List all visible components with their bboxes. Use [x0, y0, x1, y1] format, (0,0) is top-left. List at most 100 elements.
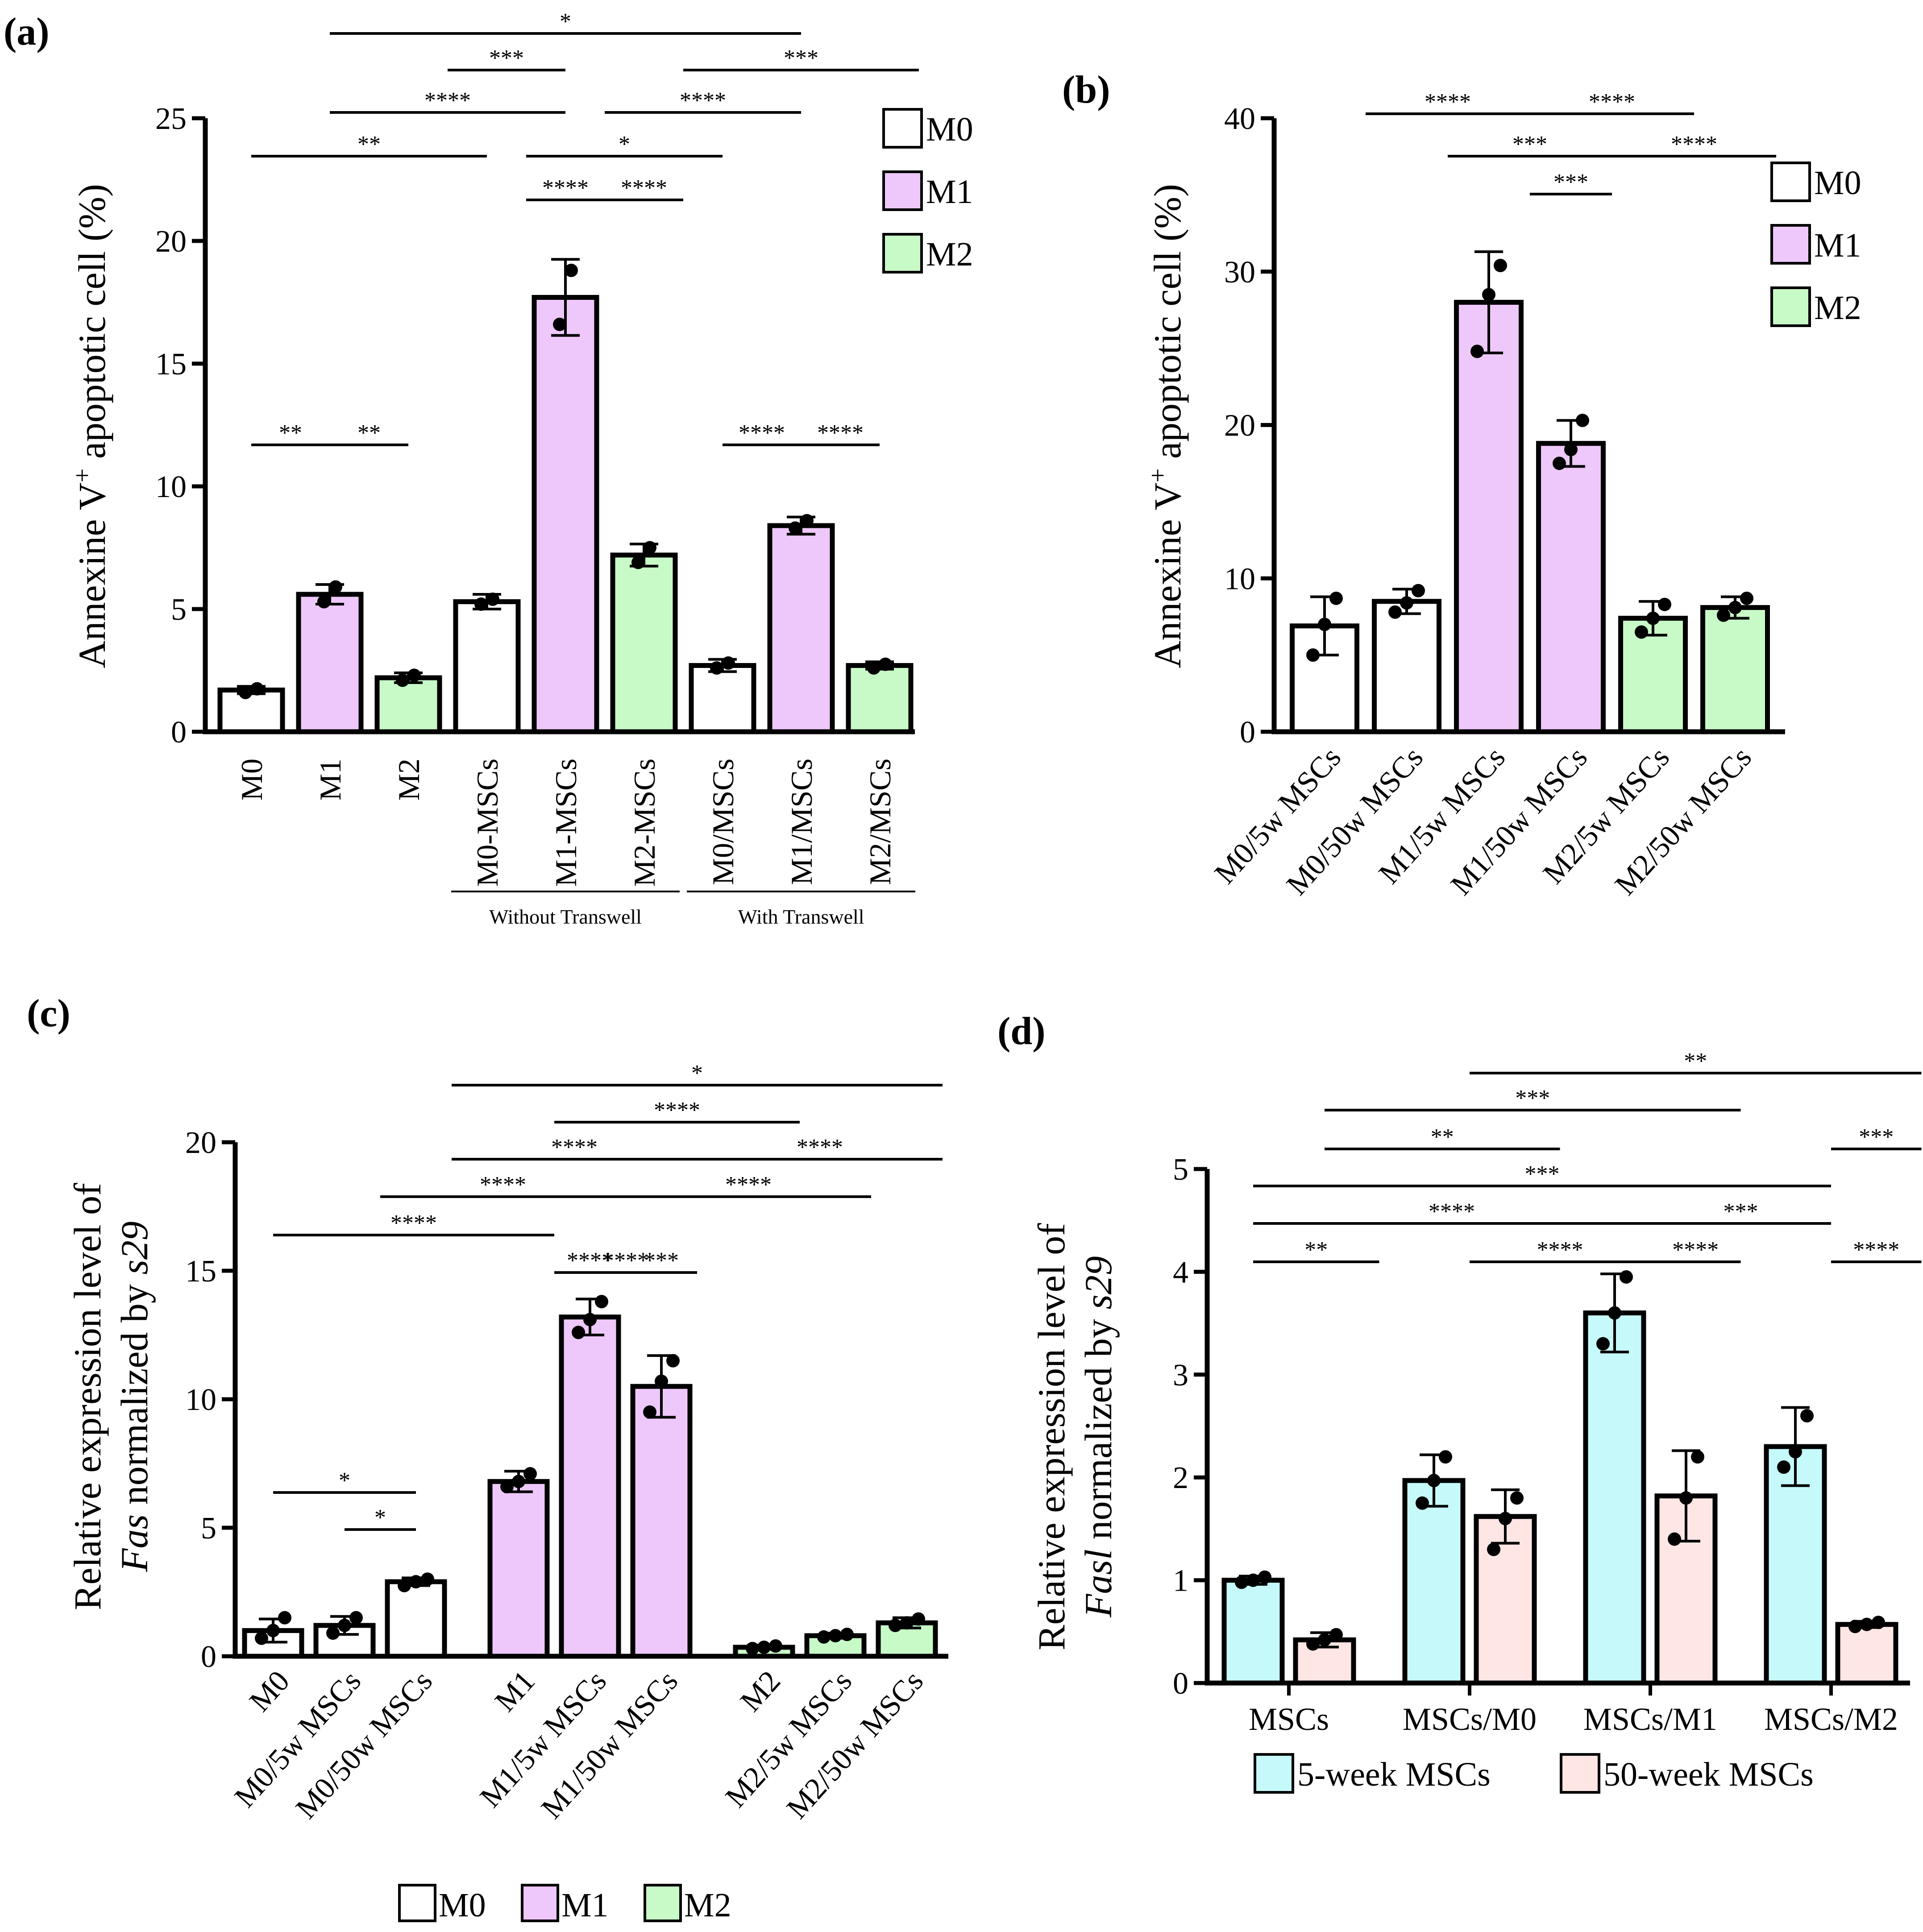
- y-axis-label-norm: s29: [1077, 1256, 1120, 1309]
- data-point: [746, 1642, 759, 1655]
- x-tick-label: MSCs: [1249, 1701, 1329, 1737]
- data-point: [1470, 344, 1484, 358]
- panel-label-a: (a): [4, 10, 50, 54]
- subgroup-label: With Transwell: [738, 905, 864, 928]
- bar: [532, 295, 599, 734]
- significance-label: ****: [390, 1211, 437, 1236]
- y-axis-label-gene: Fasl: [1077, 1549, 1120, 1618]
- legend-swatch: [521, 1884, 559, 1922]
- legend-label: M2: [926, 236, 973, 273]
- significance-label: *: [374, 1505, 386, 1530]
- data-point: [338, 1618, 351, 1632]
- significance-label: *: [619, 132, 630, 157]
- x-tick-label: MSCs/M1: [1583, 1701, 1717, 1737]
- data-point: [565, 264, 578, 277]
- data-point: [769, 1639, 782, 1653]
- y-tick-label: 30: [1224, 255, 1255, 290]
- data-point: [1439, 1450, 1452, 1464]
- x-tick-label: M0: [242, 1664, 296, 1718]
- data-point: [1427, 1474, 1441, 1488]
- data-point: [817, 1630, 831, 1644]
- y-tick-label: 5: [171, 593, 187, 627]
- data-point: [407, 668, 421, 682]
- data-point: [1800, 1409, 1814, 1422]
- y-tick-label: 20: [185, 1126, 216, 1160]
- y-axis-label-mid: normalized by: [1077, 1310, 1120, 1549]
- data-point: [1740, 591, 1753, 605]
- data-point: [1635, 625, 1648, 639]
- significance-label: **: [357, 420, 381, 446]
- significance-label: ****: [1589, 89, 1635, 115]
- subgroup-label: Without Transwell: [489, 905, 642, 928]
- y-axis-label-line1: Relative expression level of: [1030, 1223, 1073, 1650]
- data-point: [655, 1374, 668, 1388]
- data-point: [317, 595, 331, 609]
- bar: [217, 688, 285, 734]
- bar: [453, 599, 521, 734]
- bar: [630, 1384, 693, 1659]
- legend-swatch: [882, 108, 923, 149]
- bar: [1372, 599, 1441, 734]
- data-point: [1412, 584, 1425, 597]
- significance-label: ***: [1525, 1161, 1560, 1187]
- y-axis-label-main: Annexine V: [71, 482, 113, 668]
- data-point: [1306, 1637, 1320, 1651]
- significance-label: ****: [680, 88, 726, 113]
- data-point: [1596, 1337, 1610, 1351]
- legend-swatch: [1770, 286, 1811, 327]
- data-point: [326, 1626, 340, 1640]
- bar: [767, 523, 835, 734]
- x-tick-label: M0/MSCs: [706, 759, 740, 885]
- data-point: [1646, 611, 1660, 625]
- x-tick-label: MSCs/M2: [1764, 1701, 1898, 1737]
- data-point: [889, 1618, 902, 1632]
- legend-label: M1: [1814, 227, 1861, 264]
- y-tick-label: 5: [1173, 1153, 1188, 1187]
- data-point: [1246, 1573, 1260, 1587]
- significance-label: ***: [1553, 170, 1588, 195]
- bar: [559, 1314, 621, 1659]
- significance-label: ***: [1515, 1086, 1550, 1111]
- data-point: [710, 661, 723, 675]
- significance-label: ****: [480, 1172, 526, 1198]
- y-tick-label: 10: [155, 470, 187, 504]
- data-point: [278, 1611, 291, 1625]
- data-point: [1872, 1616, 1885, 1629]
- data-point: [879, 657, 892, 671]
- y-tick-label: 0: [171, 715, 187, 750]
- data-point: [1318, 1633, 1331, 1647]
- legend-swatch: [882, 170, 923, 211]
- data-point: [1620, 1270, 1633, 1284]
- significance-label: **: [1684, 1049, 1707, 1074]
- significance-label: ****: [817, 420, 864, 446]
- y-tick-label: 2: [1173, 1461, 1188, 1495]
- bar: [1454, 300, 1524, 734]
- data-point: [1306, 648, 1320, 662]
- y-tick-label: 25: [155, 102, 187, 136]
- y-axis-label-main: Annexine V: [1146, 482, 1189, 668]
- data-point: [757, 1640, 771, 1654]
- data-point: [1717, 608, 1730, 622]
- data-point: [1499, 1512, 1512, 1526]
- data-point: [1789, 1445, 1802, 1459]
- data-point: [800, 514, 814, 527]
- data-point: [631, 556, 645, 569]
- data-point: [409, 1575, 423, 1588]
- bar: [374, 675, 442, 734]
- data-point: [1494, 259, 1507, 272]
- significance-label: ****: [602, 1248, 649, 1273]
- y-axis-label-tail: apoptotic cell (%): [1146, 184, 1189, 468]
- data-point: [583, 1313, 597, 1327]
- significance-label: ****: [1853, 1237, 1899, 1263]
- y-tick-label: 10: [185, 1383, 216, 1417]
- significance-label: ****: [797, 1135, 843, 1160]
- y-tick-label: 40: [1224, 102, 1255, 136]
- data-point: [666, 1354, 680, 1368]
- data-point: [789, 521, 802, 535]
- significance-label: **: [1304, 1237, 1328, 1263]
- data-point: [500, 1480, 514, 1493]
- data-point: [523, 1467, 537, 1481]
